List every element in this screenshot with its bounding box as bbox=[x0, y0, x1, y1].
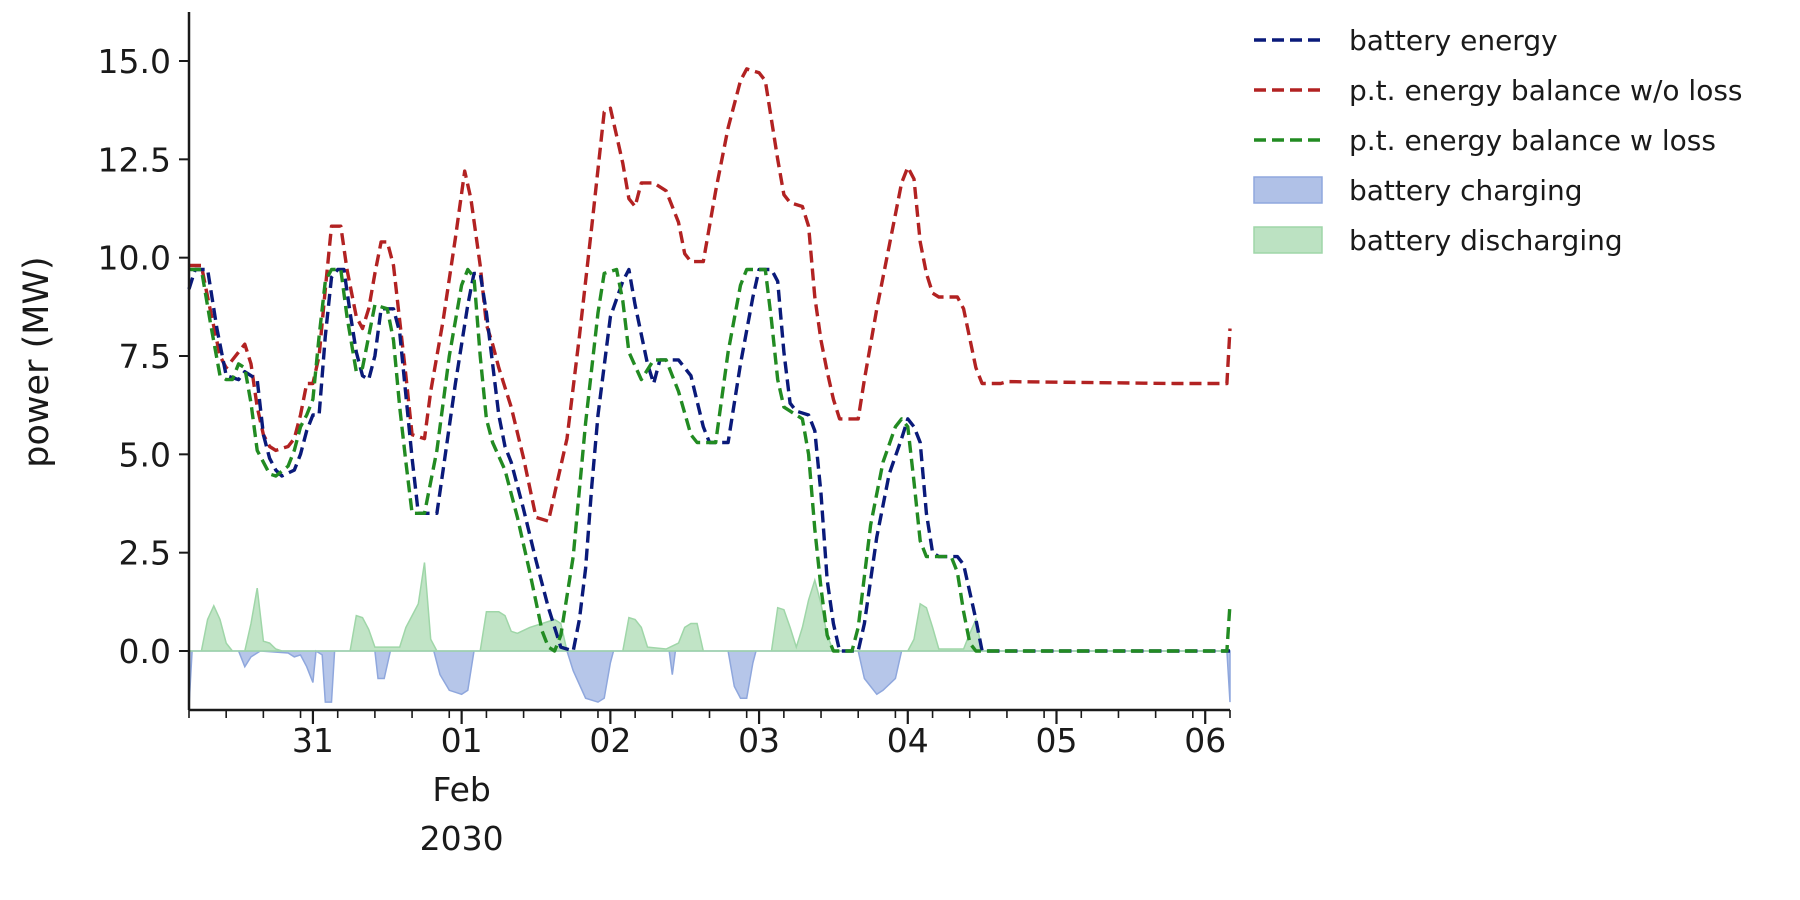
y-tick-label: 7.5 bbox=[119, 337, 171, 376]
x-tick-label: 02 bbox=[589, 721, 631, 760]
x-tick-month-label: Feb bbox=[432, 770, 490, 809]
legend-label: p.t. energy balance w loss bbox=[1349, 124, 1716, 157]
x-tick-label: 05 bbox=[1036, 721, 1078, 760]
legend-label: battery energy bbox=[1349, 24, 1558, 57]
series-line-p-t-energy-balance-w-loss bbox=[189, 267, 1232, 653]
y-tick-label: 15.0 bbox=[98, 42, 171, 81]
legend-label: battery charging bbox=[1349, 174, 1583, 207]
series-area-battery-charging bbox=[188, 649, 1231, 707]
axes bbox=[187, 12, 1230, 712]
y-tick-label: 12.5 bbox=[98, 140, 171, 179]
x-tick-label: 01 bbox=[441, 721, 483, 760]
y-axis-label: power (MW) bbox=[17, 256, 57, 467]
y-tick-label: 0.0 bbox=[119, 632, 171, 671]
legend-patch-battery-discharging bbox=[1253, 226, 1323, 254]
legend-label: battery discharging bbox=[1349, 224, 1623, 257]
series-line-battery-energy bbox=[187, 267, 1230, 653]
y-tick-label: 10.0 bbox=[98, 239, 171, 278]
x-tick-year-label: 2030 bbox=[420, 819, 504, 858]
legend-label: p.t. energy balance w/o loss bbox=[1349, 74, 1743, 107]
x-tick-label: 31 bbox=[292, 721, 334, 760]
y-ticks: 0.0 2.5 5.0 7.5 10.0 12.5 15.0 bbox=[98, 42, 189, 671]
y-tick-label: 5.0 bbox=[119, 435, 171, 474]
x-ticks: 31 01 Feb 2030 02 03 04 05 06 bbox=[188, 710, 1231, 858]
legend-patch-battery-charging bbox=[1253, 176, 1323, 204]
legend: battery energy p.t. energy balance w/o lo… bbox=[1253, 24, 1743, 257]
series-area-battery-discharging bbox=[189, 562, 1230, 652]
y-tick-label: 2.5 bbox=[119, 534, 171, 573]
x-tick-label: 06 bbox=[1184, 721, 1226, 760]
x-tick-label: 04 bbox=[887, 721, 929, 760]
line-series-layer bbox=[187, 67, 1232, 653]
x-tick-label: 03 bbox=[738, 721, 780, 760]
area-series-layer bbox=[188, 562, 1231, 707]
